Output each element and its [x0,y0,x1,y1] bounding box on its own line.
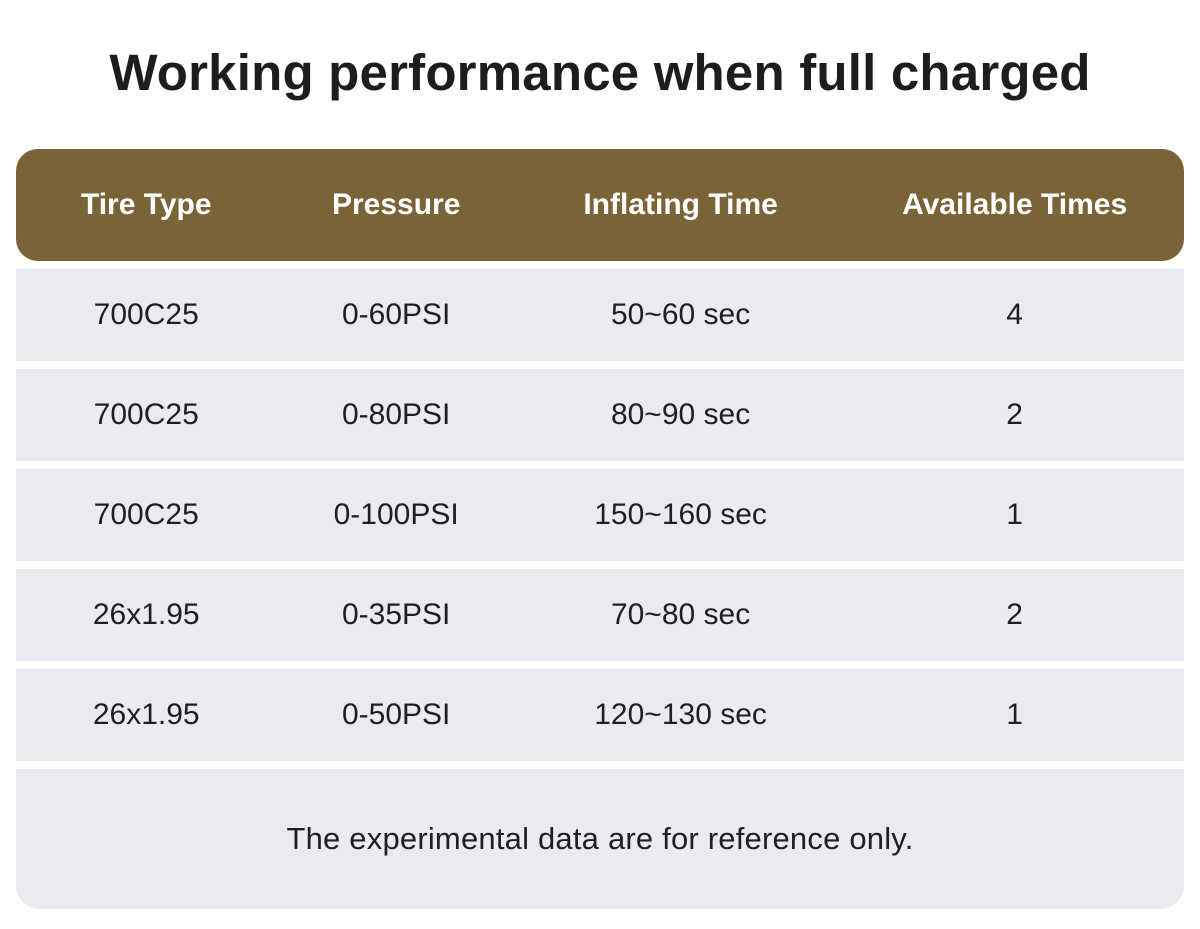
cell-available-times: 1 [1006,697,1023,731]
cell-available-times: 2 [1006,597,1023,631]
cell-pressure: 0-50PSI [341,697,451,731]
page-title: Working performance when full charged [109,44,1091,101]
cell-tire-type: 700C25 [93,397,199,431]
cell-available-times: 4 [1006,297,1023,331]
cell-tire-type: 700C25 [93,497,199,531]
cell-tire-type: 26x1.95 [92,597,200,631]
cell-tire-type: 700C25 [93,297,199,331]
working-performance-table: Tire Type Pressure Inflating Time Availa… [16,148,1184,909]
cell-available-times: 2 [1006,397,1023,431]
table-row: 26x1.95 0-50PSI 120~130 sec 1 [16,668,1184,761]
cell-pressure: 0-60PSI [341,297,451,331]
disclaimer-text: The experimental data are for reference … [286,820,914,856]
cell-tire-type: 26x1.95 [92,697,200,731]
column-header-tire-type: Tire Type [80,187,212,221]
table-header-row: Tire Type Pressure Inflating Time Availa… [16,148,1184,261]
cell-inflating-time: 80~90 sec [610,397,751,431]
column-header-inflating-time: Inflating Time [583,187,778,221]
table-row: 700C25 0-60PSI 50~60 sec 4 [16,268,1184,361]
cell-pressure: 0-80PSI [341,397,451,431]
cell-inflating-time: 50~60 sec [610,297,751,331]
cell-pressure: 0-100PSI [333,497,459,531]
table-row: 26x1.95 0-35PSI 70~80 sec 2 [16,568,1184,661]
table-row: 700C25 0-100PSI 150~160 sec 1 [16,468,1184,561]
column-header-available-times: Available Times [902,187,1128,221]
table-row: 700C25 0-80PSI 80~90 sec 2 [16,368,1184,461]
cell-inflating-time: 120~130 sec [594,697,767,731]
cell-inflating-time: 150~160 sec [594,497,767,531]
cell-pressure: 0-35PSI [341,597,451,631]
cell-available-times: 1 [1006,497,1023,531]
column-header-pressure: Pressure [331,187,461,221]
table-footer-note-row: The experimental data are for reference … [16,768,1184,909]
cell-inflating-time: 70~80 sec [610,597,751,631]
